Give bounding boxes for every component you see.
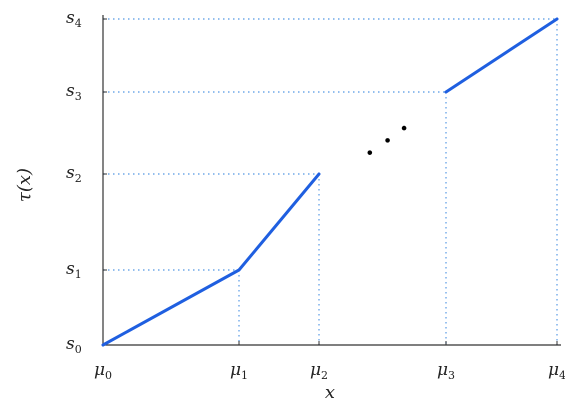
ellipsis-dots — [367, 125, 407, 155]
x-tick-label-3: μ3 — [437, 360, 455, 382]
x-tick-label-1: μ1 — [230, 360, 248, 382]
y-tick-label-1: s1 — [66, 259, 82, 281]
x-tick-label-0: μ0 — [94, 360, 112, 382]
ellipsis-dot-2 — [385, 138, 390, 143]
series-layer — [101, 17, 559, 347]
axes — [102, 15, 561, 346]
y-tick-label-0: s0 — [66, 334, 82, 356]
y-tick-label-2: s2 — [66, 163, 82, 185]
y-tick-label-4: s4 — [66, 8, 82, 30]
y-axis-label: τ(x) — [14, 168, 35, 202]
x-axis-label: x — [325, 382, 335, 403]
y-tick-label-3: s3 — [66, 81, 82, 103]
series-line-1 — [101, 172, 321, 347]
series-line-2 — [444, 17, 559, 94]
x-tick-label-4: μ4 — [548, 360, 565, 382]
ellipsis-dot-3 — [401, 125, 407, 131]
x-tick-labels: μ0 μ1 μ2 μ3 μ4 — [94, 360, 565, 382]
x-tick-label-2: μ2 — [310, 360, 328, 382]
ellipsis-dot-1 — [367, 150, 373, 155]
y-tick-labels: s0 s1 s2 s3 s4 — [66, 8, 82, 356]
guide-lines — [103, 18, 558, 345]
